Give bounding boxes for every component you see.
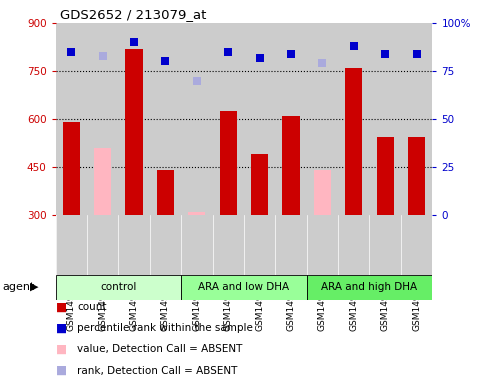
Bar (63, 122, 80, 215)
Bar (87, 23, 118, 215)
Bar (377, 137, 394, 215)
Text: ARA and low DHA: ARA and low DHA (199, 282, 289, 292)
Bar (94, 148, 111, 215)
Text: ■: ■ (56, 322, 67, 335)
Text: count: count (77, 302, 107, 312)
Text: value, Detection Call = ABSENT: value, Detection Call = ABSENT (77, 344, 242, 354)
Bar (213, 23, 244, 215)
Bar (157, 170, 174, 215)
Bar (244, 23, 275, 215)
Bar (314, 170, 331, 215)
Bar (188, 212, 205, 215)
Text: rank, Detection Call = ABSENT: rank, Detection Call = ABSENT (77, 366, 238, 376)
Bar (307, 23, 338, 215)
Bar (126, 49, 142, 215)
Bar (345, 68, 362, 215)
Bar (56, 275, 181, 300)
Bar (251, 154, 268, 215)
Text: control: control (100, 282, 137, 292)
Bar (181, 275, 307, 300)
Text: percentile rank within the sample: percentile rank within the sample (77, 323, 253, 333)
Bar (338, 23, 369, 215)
Bar (369, 23, 401, 215)
Bar (56, 23, 87, 215)
Text: ■: ■ (56, 364, 67, 377)
Text: ARA and high DHA: ARA and high DHA (321, 282, 418, 292)
Bar (181, 23, 213, 215)
Text: GDS2652 / 213079_at: GDS2652 / 213079_at (60, 8, 207, 21)
Bar (118, 23, 150, 215)
Bar (283, 116, 299, 215)
Text: ■: ■ (56, 343, 67, 356)
Bar (220, 111, 237, 215)
Text: ▶: ▶ (30, 282, 39, 292)
Bar (408, 137, 425, 215)
Bar (401, 23, 432, 215)
Text: agent: agent (2, 282, 35, 292)
Text: ■: ■ (56, 301, 67, 314)
Bar (275, 23, 307, 215)
Bar (150, 23, 181, 215)
Bar (307, 275, 432, 300)
